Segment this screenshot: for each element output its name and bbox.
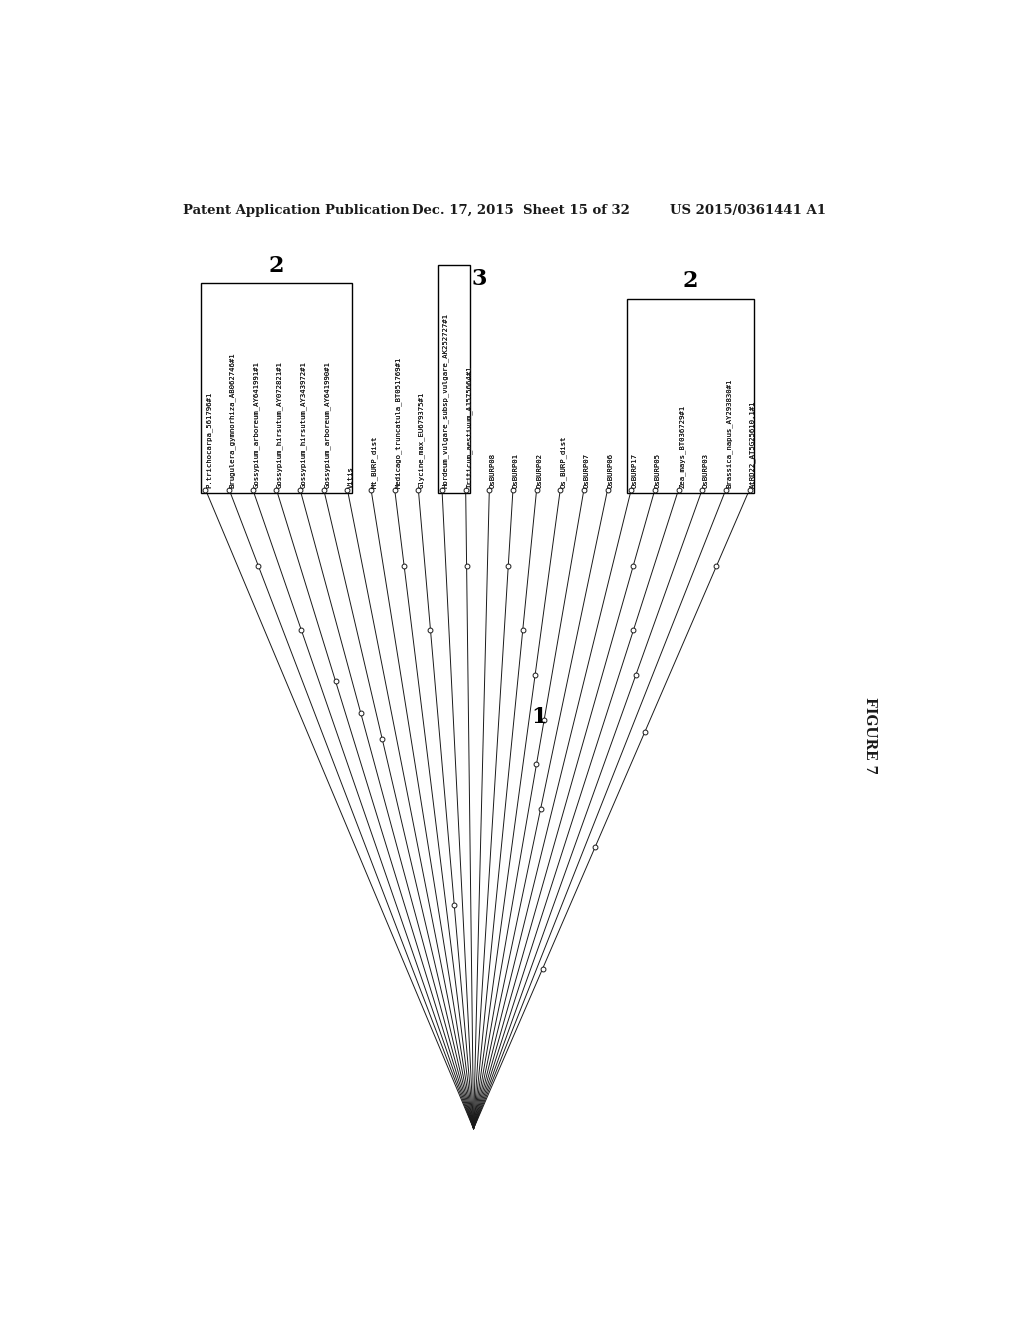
Text: OsBURP03: OsBURP03: [702, 453, 709, 488]
Text: Gossypium_arboreum_AY641991#1: Gossypium_arboreum_AY641991#1: [253, 362, 259, 488]
Text: Dec. 17, 2015  Sheet 15 of 32: Dec. 17, 2015 Sheet 15 of 32: [412, 205, 630, 218]
Text: P.trichocarpa_561796#1: P.trichocarpa_561796#1: [206, 392, 212, 488]
Text: Zea_mays_BT036729#1: Zea_mays_BT036729#1: [679, 405, 685, 488]
Text: AtRD22_AT5G25610.1#1: AtRD22_AT5G25610.1#1: [750, 400, 756, 488]
Text: Triticum_aestivum_AJ575664#1: Triticum_aestivum_AJ575664#1: [466, 366, 472, 488]
Text: Medicago_truncatula_BT051769#1: Medicago_truncatula_BT051769#1: [394, 356, 401, 488]
Text: Os_BURP_dist: Os_BURP_dist: [560, 436, 567, 488]
Text: OsBURP07: OsBURP07: [584, 453, 590, 488]
Text: 3: 3: [471, 268, 486, 290]
Text: Glycine_max_EU679375#1: Glycine_max_EU679375#1: [419, 392, 425, 488]
Text: Brugulera_gymnorhiza_AB062746#1: Brugulera_gymnorhiza_AB062746#1: [229, 352, 236, 488]
Text: Gossypium_arboreum_AY641990#1: Gossypium_arboreum_AY641990#1: [324, 362, 331, 488]
Text: OsBURP02: OsBURP02: [537, 453, 543, 488]
Text: OsBURP01: OsBURP01: [513, 453, 519, 488]
Text: Gossypium_arboreum_AY641991#1: Gossypium_arboreum_AY641991#1: [253, 362, 259, 488]
Text: Medicago_truncatula_BT051769#1: Medicago_truncatula_BT051769#1: [394, 356, 401, 488]
Text: Hordeum_vulgare_subsp_vulgare_AK252727#1: Hordeum_vulgare_subsp_vulgare_AK252727#1: [442, 313, 449, 488]
Text: US 2015/0361441 A1: US 2015/0361441 A1: [670, 205, 825, 218]
Text: Mt_BURP_dist: Mt_BURP_dist: [371, 436, 378, 488]
Text: Brassica_napus_AY293830#1: Brassica_napus_AY293830#1: [726, 379, 732, 488]
Text: Gossypium_hirsutum_AY343972#1: Gossypium_hirsutum_AY343972#1: [300, 362, 307, 488]
Text: 1: 1: [530, 706, 547, 727]
Text: Mt_BURP_dist: Mt_BURP_dist: [371, 436, 378, 488]
Text: OsBURP17: OsBURP17: [631, 453, 637, 488]
Text: Gossypium_hirsutum_AY072821#1: Gossypium_hirsutum_AY072821#1: [276, 362, 283, 488]
Text: OsBURP17: OsBURP17: [631, 453, 637, 488]
Text: OsBURP05: OsBURP05: [655, 453, 660, 488]
Text: Zea_mays_BT036729#1: Zea_mays_BT036729#1: [679, 405, 685, 488]
Text: OsBURP02: OsBURP02: [537, 453, 543, 488]
Text: Triticum_aestivum_AJ575664#1: Triticum_aestivum_AJ575664#1: [466, 366, 472, 488]
Text: Os_BURP_dist: Os_BURP_dist: [560, 436, 567, 488]
Text: OsBURP06: OsBURP06: [607, 453, 613, 488]
Text: 2: 2: [683, 271, 698, 293]
Text: Hordeum_vulgare_subsp_vulgare_AK252727#1: Hordeum_vulgare_subsp_vulgare_AK252727#1: [442, 313, 449, 488]
Text: OsBURP06: OsBURP06: [607, 453, 613, 488]
Bar: [627, 298, 754, 494]
Bar: [201, 284, 352, 494]
Text: OsBURP05: OsBURP05: [655, 453, 660, 488]
Text: Vitis: Vitis: [347, 466, 353, 488]
Text: AtRD22_AT5G25610.1#1: AtRD22_AT5G25610.1#1: [750, 400, 756, 488]
Text: Gossypium_arboreum_AY641990#1: Gossypium_arboreum_AY641990#1: [324, 362, 331, 488]
Text: OsBURP07: OsBURP07: [584, 453, 590, 488]
Text: Brassica_napus_AY293830#1: Brassica_napus_AY293830#1: [726, 379, 732, 488]
Text: OsBURP08: OsBURP08: [489, 453, 496, 488]
Text: Brugulera_gymnorhiza_AB062746#1: Brugulera_gymnorhiza_AB062746#1: [229, 352, 236, 488]
Text: Patent Application Publication: Patent Application Publication: [183, 205, 410, 218]
Text: FIGURE 7: FIGURE 7: [863, 697, 877, 775]
Text: Vitis: Vitis: [347, 466, 353, 488]
Text: Glycine_max_EU679375#1: Glycine_max_EU679375#1: [419, 392, 425, 488]
Text: OsBURP08: OsBURP08: [489, 453, 496, 488]
Text: Gossypium_hirsutum_AY343972#1: Gossypium_hirsutum_AY343972#1: [300, 362, 307, 488]
Text: OsBURP01: OsBURP01: [513, 453, 519, 488]
Text: 2: 2: [268, 255, 285, 277]
Bar: [438, 264, 470, 494]
Text: Gossypium_hirsutum_AY072821#1: Gossypium_hirsutum_AY072821#1: [276, 362, 283, 488]
Text: OsBURP03: OsBURP03: [702, 453, 709, 488]
Text: P.trichocarpa_561796#1: P.trichocarpa_561796#1: [206, 392, 212, 488]
